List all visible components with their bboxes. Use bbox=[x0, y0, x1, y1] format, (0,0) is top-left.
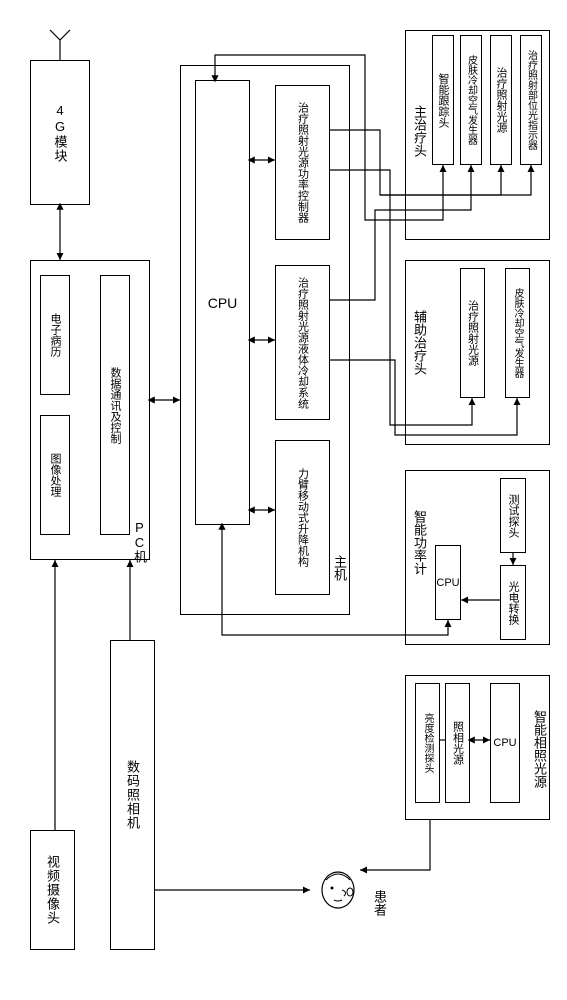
host-label: 主机 bbox=[330, 555, 349, 581]
mainhead-label: 主治疗头 bbox=[410, 105, 429, 157]
host-armlift-label: 力臂移动式升降机构 bbox=[276, 441, 329, 594]
pc-imgproc: 图像处理 bbox=[40, 415, 70, 535]
smartlight-cpu-label: CPU bbox=[491, 684, 519, 802]
pc-imgproc-label: 图像处理 bbox=[41, 416, 69, 534]
digital-camera-label: 数码照相机 bbox=[111, 641, 154, 949]
pc-emr-label: 电子病历 bbox=[41, 276, 69, 394]
video-camera-label: 视频摄像头 bbox=[31, 831, 74, 949]
mainhead-trackcam: 智能跟踪头 bbox=[432, 35, 454, 165]
powermeter-photoconv: 光电转换 bbox=[500, 565, 526, 640]
smartlight-brightnessprobe-label: 亮度检测探头 bbox=[416, 684, 439, 802]
powermeter-testprobe-label: 测试探头 bbox=[501, 479, 525, 552]
pc-label: PC机 bbox=[130, 520, 149, 563]
smartlight-brightnessprobe: 亮度检测探头 bbox=[415, 683, 440, 803]
pc-emr: 电子病历 bbox=[40, 275, 70, 395]
host-powerctrl: 治疗照射光源功率控制器 bbox=[275, 85, 330, 240]
auxhead-therapysrc-label: 治疗照射光源 bbox=[461, 269, 484, 397]
fourg-module: 4G模块 bbox=[30, 60, 90, 205]
mainhead-poslight-label: 治疗照射部位光指示器 bbox=[521, 36, 541, 164]
video-camera: 视频摄像头 bbox=[30, 830, 75, 950]
smartlight-photosrc-label: 照相光源 bbox=[446, 684, 469, 802]
patient-label: 患者 bbox=[370, 890, 389, 916]
pc-datacomm: 数据通讯及控制 bbox=[100, 275, 130, 535]
fourg-label: 4G模块 bbox=[31, 61, 89, 204]
powermeter-label: 智能功率计 bbox=[410, 510, 429, 575]
smartlight-cpu: CPU bbox=[490, 683, 520, 803]
mainhead-trackcam-label: 智能跟踪头 bbox=[433, 36, 453, 164]
pc-datacomm-label: 数据通讯及控制 bbox=[101, 276, 129, 534]
mainhead-skincool: 皮肤冷却空气发生器 bbox=[460, 35, 482, 165]
mainhead-skincool-label: 皮肤冷却空气发生器 bbox=[461, 36, 481, 164]
smartlight-photosrc: 照相光源 bbox=[445, 683, 470, 803]
auxhead-skincool-label: 皮肤冷却空气发生器 bbox=[506, 269, 529, 397]
powermeter-testprobe: 测试探头 bbox=[500, 478, 526, 553]
smartlight-label: 智能相照光源 bbox=[530, 710, 549, 788]
auxhead-skincool: 皮肤冷却空气发生器 bbox=[505, 268, 530, 398]
mainhead-therapysrc-label: 治疗照射光源 bbox=[491, 36, 511, 164]
host-powerctrl-label: 治疗照射光源功率控制器 bbox=[276, 86, 329, 239]
host-liquidcool-label: 治疗照射光源液体冷却系统 bbox=[276, 266, 329, 419]
mainhead-poslight: 治疗照射部位光指示器 bbox=[520, 35, 542, 165]
digital-camera: 数码照相机 bbox=[110, 640, 155, 950]
auxhead-label: 辅助治疗头 bbox=[410, 310, 429, 375]
host-cpu-label: CPU bbox=[196, 81, 249, 524]
mainhead-therapysrc: 治疗照射光源 bbox=[490, 35, 512, 165]
patient-icon bbox=[322, 872, 354, 908]
auxhead-therapysrc: 治疗照射光源 bbox=[460, 268, 485, 398]
host-cpu: CPU bbox=[195, 80, 250, 525]
host-liquidcool: 治疗照射光源液体冷却系统 bbox=[275, 265, 330, 420]
powermeter-photoconv-label: 光电转换 bbox=[501, 566, 525, 639]
host-armlift: 力臂移动式升降机构 bbox=[275, 440, 330, 595]
powermeter-cpu-label: CPU bbox=[436, 546, 460, 619]
powermeter-cpu: CPU bbox=[435, 545, 461, 620]
